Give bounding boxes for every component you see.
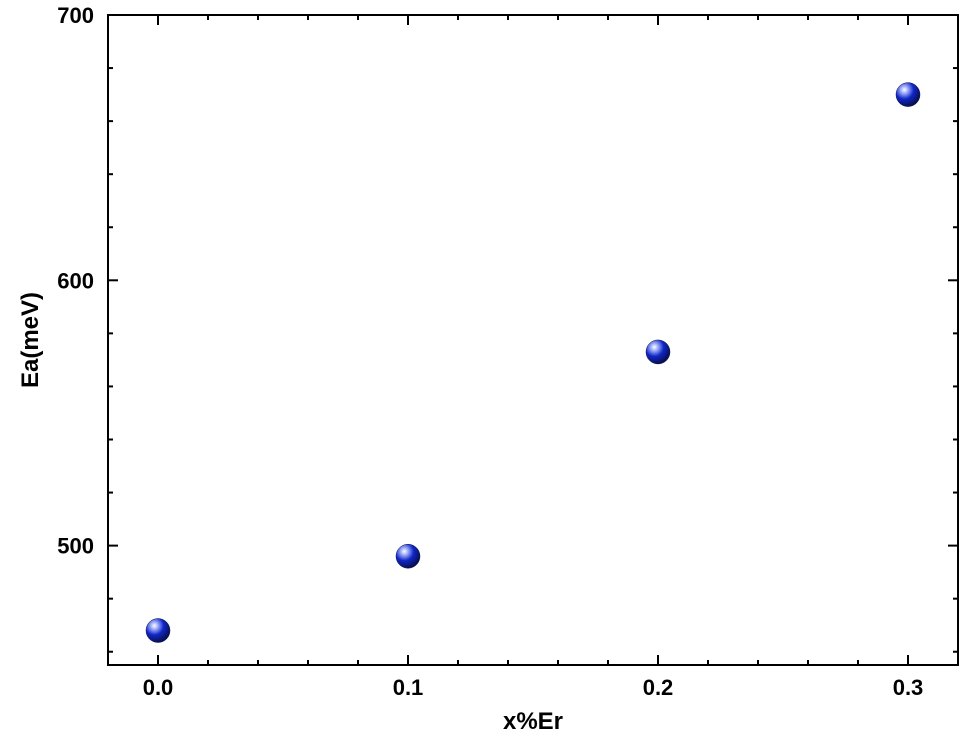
- y-tick-label: 600: [57, 268, 94, 293]
- x-tick-label: 0.3: [893, 675, 924, 700]
- data-point: [396, 544, 420, 568]
- data-point: [146, 619, 170, 643]
- x-tick-label: 0.0: [143, 675, 174, 700]
- data-point: [646, 340, 670, 364]
- x-tick-label: 0.1: [393, 675, 424, 700]
- x-tick-label: 0.2: [643, 675, 674, 700]
- y-axis-title: Ea(meV): [17, 292, 44, 388]
- y-tick-label: 700: [57, 3, 94, 28]
- x-axis-title: x%Er: [503, 708, 563, 735]
- data-point: [896, 83, 920, 107]
- scatter-chart: 0.0 0.1 0.2 0.3 x%Er 500 600 700 Ea(meV): [0, 0, 980, 748]
- chart-svg: 0.0 0.1 0.2 0.3 x%Er 500 600 700 Ea(meV): [0, 0, 980, 748]
- y-tick-label: 500: [57, 534, 94, 559]
